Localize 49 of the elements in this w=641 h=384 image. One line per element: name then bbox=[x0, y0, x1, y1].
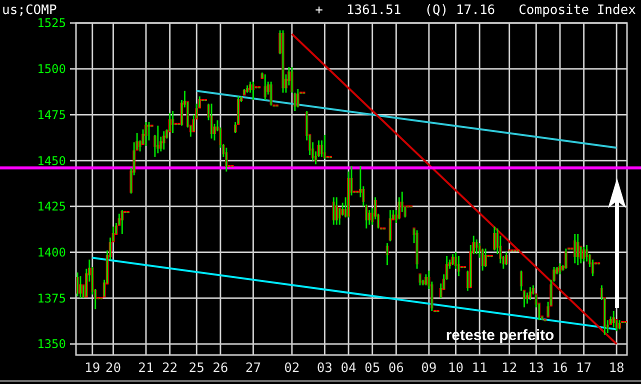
x-tick-label: 04 bbox=[340, 361, 357, 376]
x-tick-label: 26 bbox=[212, 361, 228, 376]
x-tick-label: 03 bbox=[316, 361, 333, 376]
candlestick bbox=[510, 249, 514, 252]
x-tick-label: 22 bbox=[162, 361, 178, 376]
x-tick-label: 21 bbox=[138, 361, 154, 376]
y-tick-label: 1375 bbox=[37, 291, 66, 306]
x-tick-label: 17 bbox=[576, 361, 592, 376]
chart-subtitle: + 1361.51 (Q) 17.16 Composite Index bbox=[315, 3, 636, 18]
candlestick bbox=[204, 99, 207, 102]
candlestick bbox=[516, 249, 520, 252]
candlestick bbox=[508, 249, 511, 252]
y-tick-label: 1425 bbox=[37, 200, 66, 214]
y-tick-label: 1400 bbox=[37, 245, 66, 260]
candlestick bbox=[436, 310, 440, 313]
candlestick bbox=[126, 210, 130, 214]
candlestick bbox=[276, 104, 278, 108]
candlestick bbox=[382, 227, 386, 230]
candlestick bbox=[514, 249, 517, 252]
x-tick-label: 20 bbox=[105, 361, 122, 376]
chart-title: us;COMP bbox=[2, 3, 57, 18]
candlestick bbox=[258, 86, 261, 89]
y-tick-label: 1450 bbox=[37, 154, 66, 168]
candlestick bbox=[302, 92, 306, 94]
candlestick bbox=[230, 165, 234, 168]
y-tick-label: 1475 bbox=[37, 108, 66, 122]
candlestick bbox=[410, 205, 412, 208]
x-tick-label: 05 bbox=[364, 361, 380, 376]
candlestick bbox=[624, 320, 627, 324]
x-tick-label: 11 bbox=[472, 361, 488, 376]
x-tick-label: 18 bbox=[608, 361, 624, 376]
x-tick-label: 02 bbox=[284, 361, 300, 376]
y-tick-label: 1500 bbox=[37, 62, 66, 76]
x-tick-label: 10 bbox=[448, 361, 464, 376]
x-tick-label: 12 bbox=[502, 361, 518, 376]
candlestick bbox=[544, 319, 546, 322]
candlestick bbox=[329, 156, 332, 159]
x-tick-label: 19 bbox=[84, 361, 100, 376]
y-tick-label: 1525 bbox=[37, 16, 66, 30]
candlestick bbox=[597, 262, 600, 266]
x-tick-label: 13 bbox=[528, 361, 544, 376]
y-tick-label: 1350 bbox=[37, 337, 66, 352]
x-tick-label: 16 bbox=[552, 361, 568, 376]
candlestick bbox=[463, 266, 466, 269]
candlestick bbox=[490, 254, 493, 258]
x-tick-label: 09 bbox=[421, 361, 437, 376]
x-tick-label: 27 bbox=[245, 361, 262, 376]
x-tick-label: 06 bbox=[388, 361, 404, 376]
x-tick-label: 25 bbox=[188, 361, 204, 376]
